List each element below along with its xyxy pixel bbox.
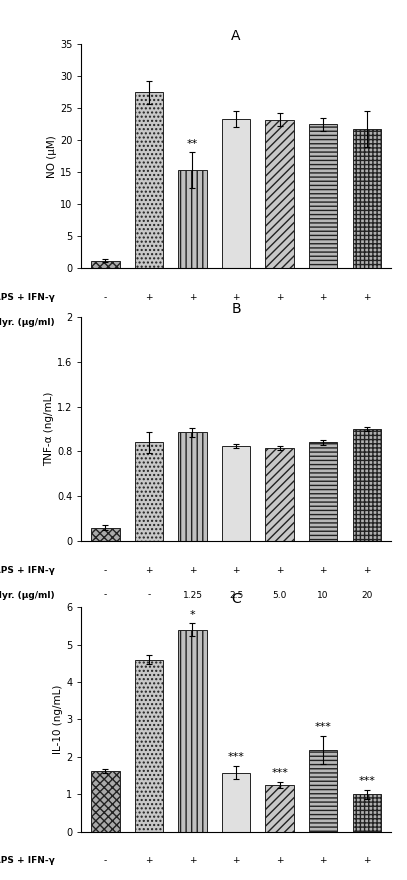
Text: +: + [232,856,240,865]
Text: *: * [190,610,195,620]
Title: B: B [231,302,241,316]
Text: 10: 10 [317,590,329,599]
Bar [222,773,250,832]
Text: 20: 20 [361,318,372,326]
Text: +: + [319,293,327,302]
Text: **: ** [187,139,198,149]
Bar [309,124,337,268]
Text: LPS + IFN-γ: LPS + IFN-γ [0,856,55,865]
Text: -: - [147,318,151,326]
Text: ***: *** [228,752,245,762]
Bar [265,785,294,832]
Bar [178,630,207,832]
Text: +: + [276,856,283,865]
Text: LPS + IFN-γ: LPS + IFN-γ [0,293,55,302]
Text: LPS + IFN-γ: LPS + IFN-γ [0,566,55,575]
Text: -: - [104,318,107,326]
Bar [135,443,163,541]
Bar [352,429,381,541]
Bar [352,128,381,268]
Text: 5.0: 5.0 [272,590,287,599]
Text: +: + [363,293,370,302]
Bar [222,119,250,268]
Y-axis label: NO (μM): NO (μM) [47,135,57,178]
Text: -: - [104,856,107,865]
Bar [91,771,120,832]
Text: 10: 10 [317,318,329,326]
Text: 1.25: 1.25 [182,318,203,326]
Title: A: A [231,29,241,43]
Bar [352,794,381,832]
Y-axis label: TNF-α (ng/mL): TNF-α (ng/mL) [44,392,54,466]
Bar [178,171,207,268]
Text: +: + [232,293,240,302]
Text: ***: *** [271,768,288,779]
Bar [222,446,250,541]
Text: +: + [189,566,196,575]
Text: +: + [319,566,327,575]
Text: +: + [363,566,370,575]
Bar [91,260,120,268]
Text: -: - [104,566,107,575]
Text: 20: 20 [361,590,372,599]
Bar [265,448,294,541]
Bar [135,92,163,268]
Text: 5.0: 5.0 [272,318,287,326]
Y-axis label: IL-10 (ng/mL): IL-10 (ng/mL) [53,685,63,754]
Text: +: + [145,566,153,575]
Text: -: - [104,293,107,302]
Text: ***: *** [315,722,332,732]
Bar [135,660,163,832]
Text: 2.5: 2.5 [229,590,243,599]
Text: 1.25: 1.25 [182,590,203,599]
Text: -: - [104,590,107,599]
Text: +: + [276,293,283,302]
Text: +: + [232,566,240,575]
Bar [178,432,207,541]
Text: ***: *** [358,776,375,787]
Text: 2.5: 2.5 [229,318,243,326]
Bar [309,443,337,541]
Bar [265,120,294,268]
Text: +: + [145,856,153,865]
Text: +: + [363,856,370,865]
Text: Myr. (μg/ml): Myr. (μg/ml) [0,318,55,326]
Text: +: + [189,856,196,865]
Text: +: + [276,566,283,575]
Title: C: C [231,592,241,606]
Text: Myr. (μg/ml): Myr. (μg/ml) [0,590,55,599]
Text: +: + [145,293,153,302]
Text: +: + [189,293,196,302]
Text: -: - [147,590,151,599]
Bar [309,750,337,832]
Text: +: + [319,856,327,865]
Bar [91,528,120,541]
